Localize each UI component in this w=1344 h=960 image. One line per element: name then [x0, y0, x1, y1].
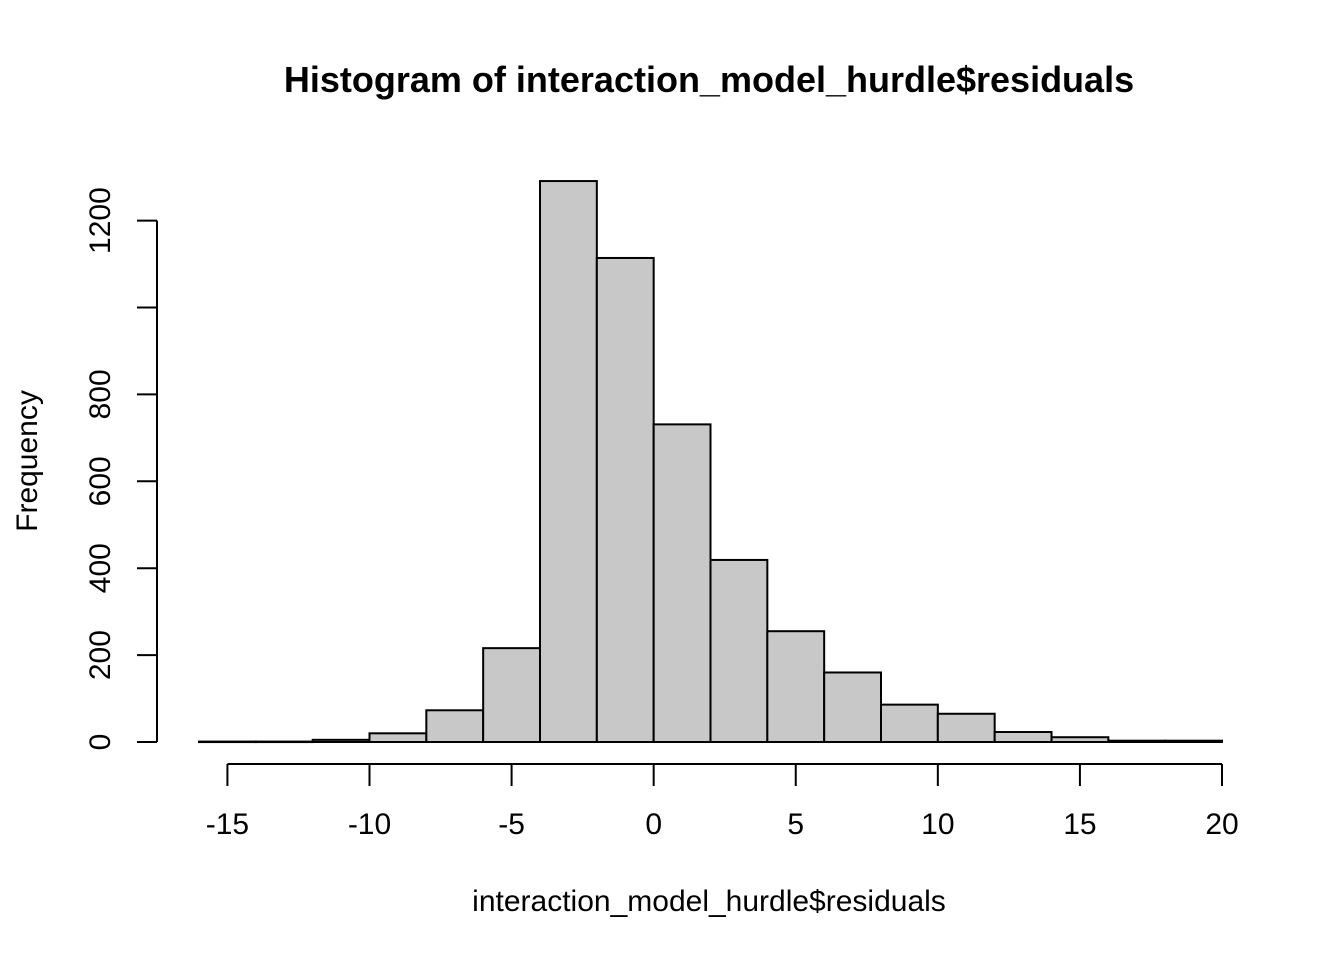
x-tick-label: 10: [921, 808, 954, 841]
x-axis-label: interaction_model_hurdle$residuals: [472, 885, 946, 918]
histogram-bar: [539, 180, 598, 744]
histogram-bar: [766, 630, 826, 744]
histogram-bar: [823, 671, 883, 743]
histogram-bar: [936, 712, 996, 744]
y-axis-label: Frequency: [11, 390, 44, 532]
histogram-bar: [1107, 739, 1167, 743]
histogram-bar: [482, 647, 541, 744]
histogram-bar: [311, 738, 371, 744]
y-tick-label: 600: [84, 456, 117, 506]
histogram-bar: [709, 558, 769, 744]
histogram-bar: [254, 740, 314, 744]
histogram-bar: [1050, 736, 1110, 744]
x-tick-label: 5: [787, 808, 804, 841]
histogram-bar: [425, 709, 485, 743]
histogram-bar: [595, 256, 655, 743]
histogram-bar: [1164, 739, 1223, 743]
histogram-bar: [880, 703, 939, 743]
y-tick-label: 400: [84, 543, 117, 593]
histogram-bar: [652, 423, 712, 743]
x-tick-label: -15: [206, 808, 249, 841]
y-tick-label: 1200: [84, 187, 117, 254]
chart-title: Histogram of interaction_model_hurdle$re…: [284, 59, 1134, 100]
histogram-bar: [368, 732, 428, 743]
histogram-bar: [198, 740, 257, 744]
y-tick-label: 800: [84, 369, 117, 419]
x-axis: -15 -10 -5 0 5 10 15 20: [206, 763, 1239, 841]
bars-group: [198, 180, 1223, 744]
x-tick-label: 15: [1063, 808, 1096, 841]
y-tick-label: 200: [84, 630, 117, 680]
x-tick-label: -5: [498, 808, 525, 841]
y-tick-label: 0: [84, 734, 117, 751]
x-tick-label: -10: [348, 808, 391, 841]
y-axis: 0 200 400 600 800 1200: [84, 187, 158, 751]
x-tick-label: 0: [645, 808, 662, 841]
histogram-bar: [993, 731, 1053, 743]
x-tick-label: 20: [1205, 808, 1238, 841]
